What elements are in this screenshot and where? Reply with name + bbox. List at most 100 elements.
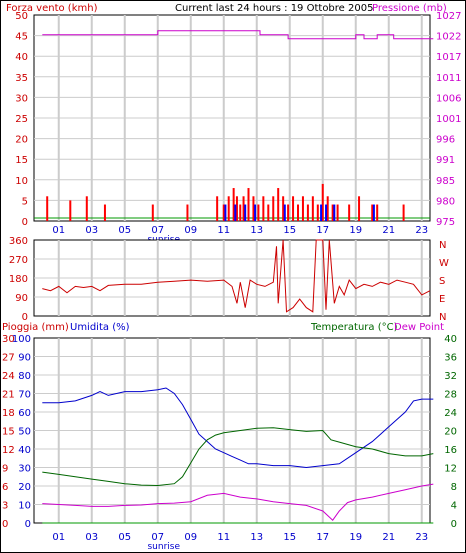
humidity-tick-label: 0	[25, 519, 31, 530]
wind-tick-label: 5	[22, 196, 28, 207]
wind-gust-bar	[311, 196, 314, 221]
temperature-tick-label: 32	[444, 371, 457, 382]
rain-tick-label: 12	[2, 445, 15, 456]
rain-tick-label: 21	[2, 390, 15, 401]
temperature-tick-label: 24	[444, 408, 457, 419]
x-tick-label: 11	[217, 225, 230, 236]
humidity-tick-label: 70	[18, 390, 31, 401]
direction-tick-label: 270	[9, 255, 28, 266]
wind-direction-degree-axis: 0 90 180 270 360	[9, 236, 28, 323]
wind-axis-title: Forza vento (kmh)	[6, 3, 98, 14]
chart-title: Current last 24 hours : 19 Ottobre 2005	[175, 3, 373, 14]
x-tick-label: 09	[184, 532, 197, 543]
pressure-tick-label: 1006	[436, 93, 461, 104]
compass-label: N	[439, 312, 446, 323]
temperature-tick-label: 16	[444, 445, 457, 456]
rain-tick-label: 30	[2, 334, 15, 345]
pressure-tick-label: 975	[436, 217, 455, 228]
wind-gust-bar	[216, 196, 219, 221]
wind-gust-bar	[297, 204, 299, 221]
temperature-tick-label: 20	[444, 427, 457, 438]
compass-label: E	[439, 294, 445, 305]
rain-axis: 0 3 6 9 12 15 18 21 24 27 30	[2, 334, 15, 530]
pressure-tick-label: 991	[436, 155, 455, 166]
pressure-tick-label: 1001	[436, 114, 461, 125]
humidity-line	[42, 387, 434, 469]
wind-gust-bar	[292, 196, 295, 221]
pressure-tick-label: 985	[436, 176, 455, 187]
wind-gust-bar	[376, 204, 379, 221]
temperature-tick-label: 4	[451, 501, 457, 512]
wind-gust-bar	[232, 188, 235, 221]
pressure-tick-label: 1017	[436, 52, 461, 63]
x-tick-label: 01	[52, 532, 65, 543]
wind-average-bar	[234, 204, 237, 221]
direction-tick-label: 0	[22, 312, 28, 323]
pressure-line	[42, 30, 434, 40]
dewpoint-line	[42, 483, 434, 521]
direction-tick-label: 90	[15, 293, 28, 304]
x-tick-label: 17	[316, 225, 329, 236]
x-tick-label: 13	[250, 225, 263, 236]
compass-label: W	[439, 258, 449, 269]
wind-gust-bar	[277, 188, 280, 221]
rain-tick-label: 18	[2, 408, 15, 419]
x-tick-label: 01	[52, 225, 65, 236]
x-tick-label: 23	[415, 532, 428, 543]
x-tick-label: 13	[250, 532, 263, 543]
wind-tick-label: 20	[15, 135, 28, 146]
humidity-tick-label: 20	[18, 482, 31, 493]
x-tick-label: 03	[85, 532, 98, 543]
wind-gust-bar	[85, 196, 88, 221]
rain-tick-label: 6	[2, 482, 8, 493]
wind-tick-label: 35	[15, 73, 28, 84]
x-tick-label: 05	[118, 225, 131, 236]
humidity-tick-label: 30	[18, 464, 31, 475]
wind-tick-label: 10	[15, 176, 28, 187]
temperature-tick-label: 40	[444, 334, 457, 345]
pressure-axis-title: Pressione (mb)	[372, 3, 447, 14]
pressure-tick-label: 980	[436, 196, 455, 207]
wind-gust-bar	[348, 204, 351, 221]
wind-tick-label: 25	[15, 114, 28, 125]
wind-gust-bar	[262, 196, 265, 221]
wind-gust-bar	[306, 204, 309, 221]
wind-gust-bar	[326, 196, 329, 221]
rain-tick-label: 24	[2, 371, 15, 382]
wind-gust-bar	[282, 196, 285, 221]
wind-average-bar	[333, 204, 336, 221]
wind-direction-line	[42, 239, 431, 313]
wind-average-bar	[320, 204, 323, 221]
x-tick-label: 07	[151, 225, 164, 236]
x-tick-label: 17	[316, 532, 329, 543]
wind-gust-bar	[331, 204, 334, 221]
wind-average-bar	[254, 204, 257, 221]
rain-humidity-temp-marks	[42, 387, 434, 524]
rain-tick-label: 0	[2, 519, 8, 530]
wind-gust-bar	[402, 204, 405, 221]
wind-gust-bar	[46, 196, 49, 221]
wind-tick-label: 40	[15, 52, 28, 63]
wind-gust-bar	[287, 204, 290, 221]
sunrise-label: sunrise	[147, 542, 180, 552]
wind-gust-bar	[242, 196, 245, 221]
wind-gust-bar	[371, 204, 374, 221]
wind-gust-bar	[358, 196, 361, 221]
x-tick-label: 07	[151, 532, 164, 543]
wind-gust-bar	[257, 204, 260, 221]
temperature-line	[42, 427, 434, 487]
dewpoint-axis-title: Dew Point	[394, 322, 444, 333]
wind-gust-bar	[235, 196, 238, 221]
wind-average-bar	[244, 204, 247, 221]
wind-gust-bar	[151, 204, 154, 221]
wind-gust-bar	[336, 204, 339, 221]
x-tick-label: 19	[349, 225, 362, 236]
x-tick-label: 23	[415, 225, 428, 236]
wind-gust-bar	[252, 196, 255, 221]
humidity-axis: 0 10 20 30 40 50 60 70 80 90 100	[12, 334, 31, 530]
humidity-tick-label: 50	[18, 427, 31, 438]
wind-speed-axis: 0 5 10 15 20 25 30 35 40 45 50	[15, 11, 28, 228]
